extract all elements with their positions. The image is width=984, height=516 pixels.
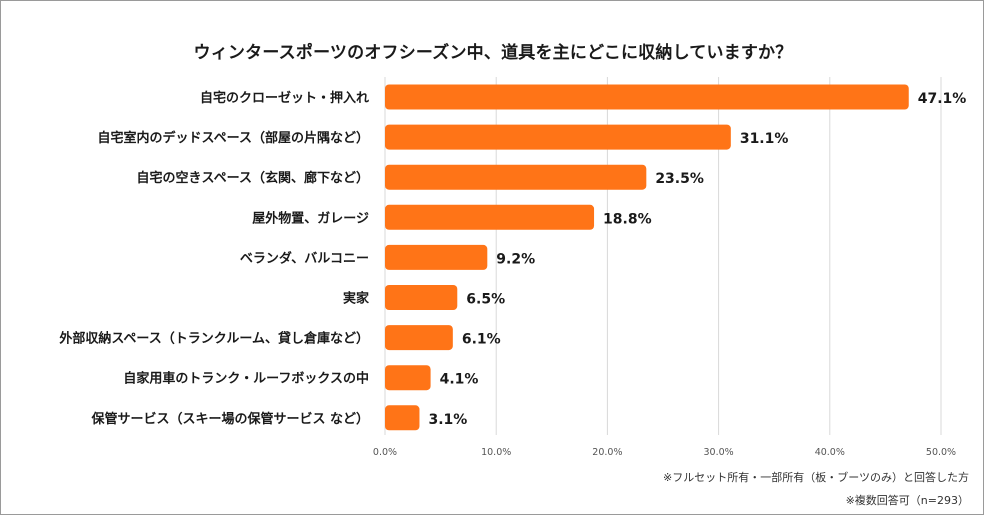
category-label: 自宅のクローゼット・押入れ: [200, 90, 369, 106]
data-label: 9.2%: [496, 251, 535, 267]
category-label: 自宅の空きスペース（玄関、廊下など）: [137, 170, 369, 186]
data-label: 23.5%: [655, 171, 704, 187]
data-label: 31.1%: [740, 131, 789, 147]
data-label: 4.1%: [440, 372, 479, 388]
x-tick-label: 30.0%: [704, 447, 734, 458]
x-tick-labels: 0.0% 10.0% 20.0% 30.0% 40.0% 50.0%: [373, 447, 956, 458]
bars: [385, 84, 909, 431]
x-tick-label: 10.0%: [481, 447, 511, 458]
data-label: 18.8%: [603, 211, 652, 227]
footnote-multiple-answers: ※複数回答可（n=293）: [845, 494, 969, 507]
chart-title: ウィンタースポーツのオフシーズン中、道具を主にどこに収納していますか？: [193, 43, 793, 63]
category-label: ベランダ、バルコニー: [240, 250, 369, 266]
category-label: 実家: [343, 291, 370, 307]
category-label: 屋外物置、ガレージ: [252, 210, 369, 226]
x-tick-label: 0.0%: [373, 447, 397, 458]
bar: [385, 365, 431, 391]
category-label: 自宅室内のデッドスペース（部屋の片隅など）: [98, 130, 369, 146]
category-label: 保管サービス（スキー場の保管サービス など）: [90, 411, 369, 427]
bar: [385, 204, 595, 230]
footnote-respondents: ※フルセット所有・一部所有（板・ブーツのみ）と回答した方: [663, 471, 969, 484]
value-labels: 47.1% 31.1% 23.5% 18.8% 9.2% 6.5% 6.1% 4.1% 3.1%: [428, 91, 966, 428]
bar: [385, 124, 731, 150]
data-label: 47.1%: [918, 91, 967, 107]
bar: [385, 285, 458, 310]
bar: [385, 405, 420, 431]
bar: [385, 164, 647, 190]
bar: [385, 325, 453, 351]
bar: [385, 244, 488, 270]
data-label: 3.1%: [428, 412, 467, 428]
x-tick-label: 50.0%: [926, 447, 956, 458]
bar: [385, 84, 909, 110]
x-tick-label: 20.0%: [592, 447, 622, 458]
category-label: 自家用車のトランク・ルーフボックスの中: [123, 371, 369, 387]
x-tick-label: 40.0%: [815, 447, 845, 458]
data-label: 6.5%: [466, 292, 505, 308]
data-label: 6.1%: [462, 332, 501, 348]
category-label: 外部収納スペース（トランクルーム、貸し倉庫など）: [58, 331, 369, 347]
